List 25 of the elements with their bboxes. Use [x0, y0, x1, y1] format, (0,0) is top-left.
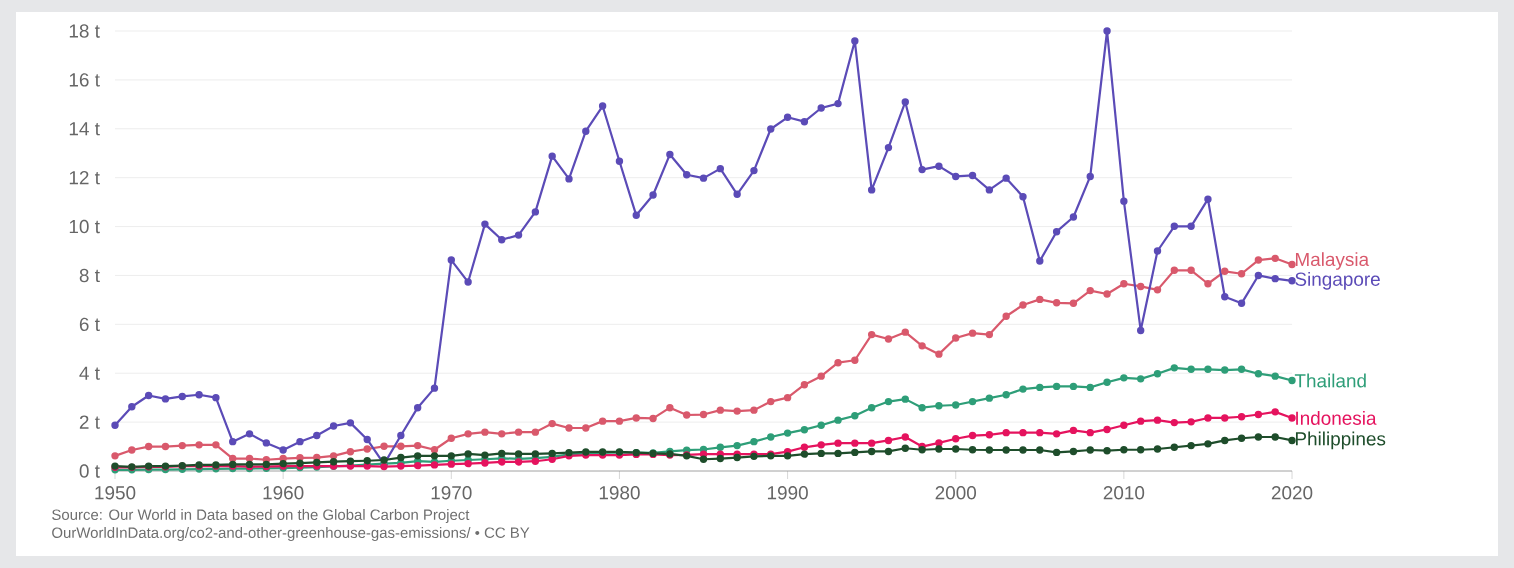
x-tick-label: 2010 — [1103, 486, 1145, 500]
y-tick-label: 12 t — [69, 170, 100, 185]
series-label: Thailand — [1294, 373, 1366, 388]
x-tick-label: 1970 — [431, 486, 472, 500]
text: OurWorldInData.org/co2-and-other-greenhouse-gas-emissions/ • CC BY — [52, 527, 530, 541]
x-tick-label: 1990 — [767, 486, 808, 500]
source-note: Source: Our World in Data based on the Global Carbon Project — [52, 509, 470, 523]
series-label: Malaysia — [1295, 252, 1370, 270]
y-tick-label: 14 t — [69, 122, 100, 136]
x-tick-label: 1980 — [599, 486, 640, 500]
x-tick-label: 2000 — [935, 486, 977, 500]
y-tick-label: 0 t — [79, 464, 100, 478]
x-tick-label: 2020 — [1271, 486, 1313, 500]
y-tick-label: 10 t — [69, 219, 100, 234]
series-label: Singapore — [1295, 272, 1380, 290]
y-tick-label: 16 t — [69, 73, 100, 87]
x-tick-label: 1960 — [263, 486, 304, 500]
y-tick-label: 18 t — [69, 24, 100, 38]
y-tick-label: 4 t — [79, 366, 100, 380]
y-tick-label: 8 t — [79, 268, 100, 283]
y-tick-label: 2 t — [79, 415, 100, 429]
series-label: Indonesia — [1296, 411, 1377, 425]
series-label: Philippines — [1295, 431, 1386, 450]
y-tick-label: 6 t — [79, 317, 100, 332]
x-tick-label: 1950 — [95, 486, 136, 500]
